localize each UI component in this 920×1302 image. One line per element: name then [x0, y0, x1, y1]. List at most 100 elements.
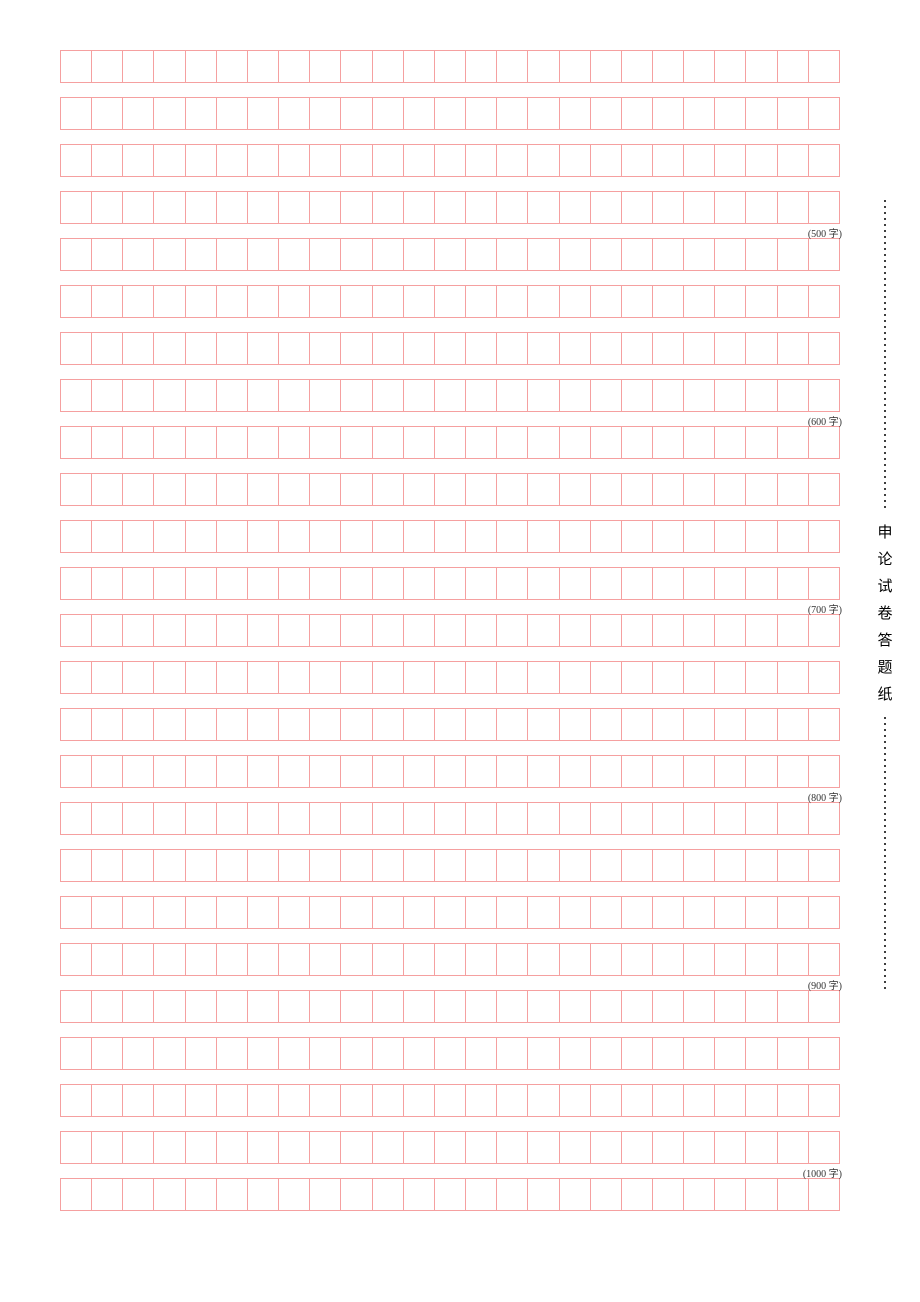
grid-cell	[310, 850, 341, 881]
grid-cell	[435, 756, 466, 787]
grid-cell	[186, 521, 217, 552]
grid-cell	[435, 380, 466, 411]
grid-cell	[310, 1132, 341, 1163]
grid-cell	[653, 897, 684, 928]
grid-cell	[466, 662, 497, 693]
grid-cell	[154, 897, 185, 928]
grid-cell	[684, 615, 715, 646]
grid-cell	[715, 615, 746, 646]
grid-cell	[466, 380, 497, 411]
grid-cell	[591, 944, 622, 975]
grid-cell	[684, 991, 715, 1022]
grid-cell	[248, 192, 279, 223]
grid-cell	[684, 662, 715, 693]
grid-cell	[217, 568, 248, 599]
grid-cell	[217, 1179, 248, 1210]
grid-cell	[279, 1038, 310, 1069]
grid-cell	[310, 192, 341, 223]
grid-cell	[653, 474, 684, 505]
grid-cell	[528, 568, 559, 599]
grid-cell	[497, 1085, 528, 1116]
grid-cell	[653, 991, 684, 1022]
grid-cell	[622, 662, 653, 693]
grid-cell	[560, 1038, 591, 1069]
grid-cell	[373, 897, 404, 928]
grid-cell	[528, 51, 559, 82]
grid-cell	[746, 1038, 777, 1069]
grid-cell	[560, 756, 591, 787]
grid-cell	[92, 850, 123, 881]
dotted-line-top	[884, 200, 886, 512]
grid-cell	[778, 380, 809, 411]
grid-cell	[248, 427, 279, 458]
grid-cell	[653, 850, 684, 881]
grid-cell	[61, 474, 92, 505]
grid-cell	[341, 850, 372, 881]
grid-cell	[528, 803, 559, 834]
grid-cell	[404, 662, 435, 693]
grid-cell	[466, 944, 497, 975]
grid-cell	[186, 803, 217, 834]
grid-cell	[809, 239, 839, 270]
grid-cell	[591, 521, 622, 552]
grid-cell	[186, 709, 217, 740]
grid-cell	[404, 897, 435, 928]
grid-cell	[622, 1179, 653, 1210]
grid-cell	[279, 51, 310, 82]
grid-cell	[217, 662, 248, 693]
grid-cell	[404, 474, 435, 505]
grid-cell	[715, 662, 746, 693]
grid-cell	[560, 474, 591, 505]
grid-cell	[715, 803, 746, 834]
grid-cell	[778, 568, 809, 599]
grid-cell	[404, 803, 435, 834]
grid-cell	[123, 145, 154, 176]
grid-cell	[809, 98, 839, 129]
grid-cell	[497, 662, 528, 693]
grid-cell	[279, 568, 310, 599]
grid-cell	[497, 333, 528, 364]
grid-cell	[653, 192, 684, 223]
grid-cell	[341, 756, 372, 787]
grid-cell	[404, 1085, 435, 1116]
grid-cell	[591, 1085, 622, 1116]
grid-cell	[310, 427, 341, 458]
grid-cell	[61, 568, 92, 599]
grid-cell	[778, 803, 809, 834]
grid-cell	[497, 239, 528, 270]
grid-cell	[778, 145, 809, 176]
grid-cell	[746, 756, 777, 787]
grid-cell	[373, 51, 404, 82]
grid-cell	[186, 380, 217, 411]
grid-cell	[746, 803, 777, 834]
grid-cell	[341, 709, 372, 740]
grid-cell	[279, 756, 310, 787]
grid-cell	[248, 850, 279, 881]
grid-cell	[684, 1179, 715, 1210]
grid-cell	[373, 944, 404, 975]
grid-cell	[92, 991, 123, 1022]
grid-cell	[560, 1132, 591, 1163]
grid-cell	[778, 474, 809, 505]
grid-cell	[684, 568, 715, 599]
grid-cell	[715, 1179, 746, 1210]
grid-cell	[373, 380, 404, 411]
grid-cell	[809, 286, 839, 317]
grid-cell	[466, 98, 497, 129]
grid-cell	[778, 1085, 809, 1116]
grid-cell	[186, 1132, 217, 1163]
grid-cell	[217, 333, 248, 364]
grid-cell	[435, 1132, 466, 1163]
side-title-char: 试	[877, 580, 892, 595]
side-rail: 申论试卷答题纸	[870, 200, 900, 993]
grid-cell	[92, 427, 123, 458]
grid-cell	[92, 51, 123, 82]
grid-cell	[404, 1132, 435, 1163]
grid-cell	[61, 1179, 92, 1210]
grid-cell	[778, 944, 809, 975]
grid-cell	[404, 521, 435, 552]
grid-cell	[92, 568, 123, 599]
grid-cell	[746, 239, 777, 270]
dotted-line-bottom	[884, 717, 886, 993]
grid-cell	[622, 474, 653, 505]
